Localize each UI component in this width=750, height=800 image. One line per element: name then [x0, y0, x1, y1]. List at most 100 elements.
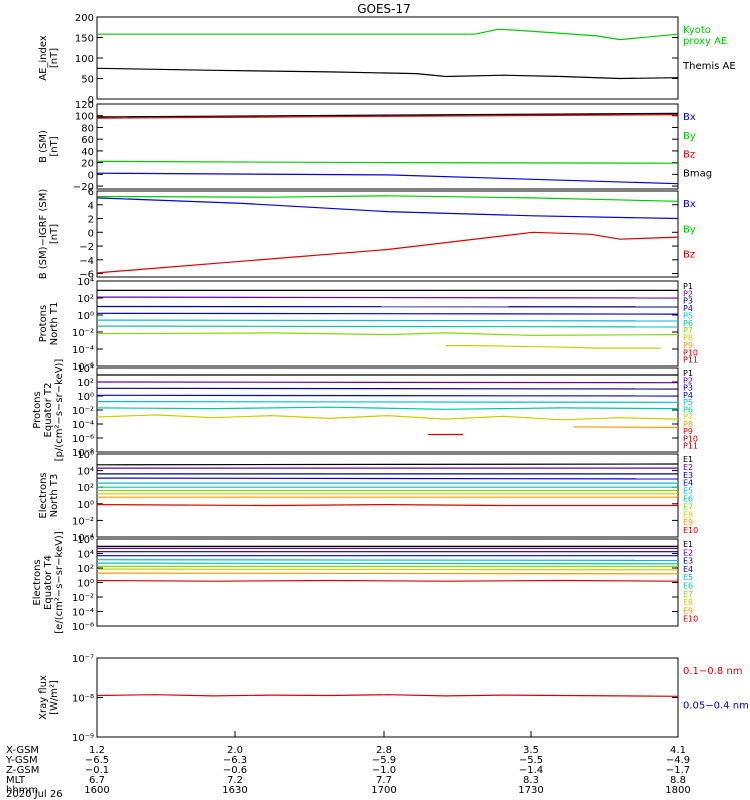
legend-entry-line: E1: [683, 540, 693, 549]
legend-entry: E3: [683, 471, 693, 480]
y-axis-label: ElectronsEquator T4[e/(cm²−s−sr−keV)]: [32, 531, 65, 634]
legend-entry-line: P7: [683, 326, 693, 335]
date-label: 2020 Jul 26: [6, 789, 63, 800]
series-line-bz: [96, 114, 679, 119]
time-axis-row-label: Z-GSM: [6, 765, 39, 776]
y-tick-label: 10²: [77, 564, 94, 575]
time-axis: X-GSM 1.2 2.0 2.8 3.5 4.1 Y-GSM −6.5 −6.3 −5.9 −5.…: [5, 731, 691, 800]
legend-entry: P8: [683, 334, 693, 343]
legend-entry: P6: [683, 319, 693, 328]
legend-entry-line: P10: [683, 434, 698, 443]
time-axis-value: −6.3: [223, 755, 247, 766]
series-line-bmag: [96, 112, 679, 118]
time-axis-row-label: hhmm: [6, 785, 38, 796]
legend-entry: P9: [683, 427, 693, 436]
time-axis-value: 7.2: [227, 775, 243, 786]
y-axis-label-line: [e/(cm²−s−sr−keV)]: [54, 531, 65, 634]
series-line-p6: [96, 406, 679, 410]
time-axis-value: 1600: [84, 785, 109, 796]
y-tick-label: 10⁴: [77, 467, 94, 478]
y-tick-label: 10²: [77, 378, 94, 389]
y-tick-label: 10⁰: [77, 311, 94, 322]
legend-entry-line: P1: [683, 369, 693, 378]
panel-frame: [96, 16, 679, 100]
legend-entry-line: E5: [683, 487, 693, 496]
y-tick-label: 4: [88, 201, 94, 212]
legend-entry-line: P3: [683, 297, 693, 306]
legend-entry-line: 0.05−0.4 nm: [683, 701, 749, 712]
y-tick-label: 20: [81, 159, 94, 170]
y-axis-label: ProtonsEquator T2[p/(cm²−s−sr−keV)]: [32, 359, 65, 462]
time-axis-value: 4.1: [670, 745, 686, 756]
legend-entry-line: 0.1−0.8 nm: [683, 666, 742, 677]
y-tick-label: −20: [73, 182, 94, 193]
series-line-p5: [96, 319, 679, 322]
legend-entry: P4: [683, 304, 693, 313]
time-axis-value: −5.9: [372, 755, 396, 766]
time-axis-value: 1700: [371, 785, 396, 796]
y-axis-label: Xray flux[W/m²]: [38, 675, 60, 720]
series-line-p2: [96, 381, 679, 384]
y-tick-label: 10⁻⁴: [72, 608, 94, 619]
y-axis-label-line: Electrons: [32, 559, 43, 605]
legend-entry: Bmag: [683, 168, 712, 179]
time-axis-row-label: MLT: [6, 775, 26, 786]
legend-entry: By: [683, 224, 696, 235]
y-tick-label: 10⁰: [77, 500, 94, 511]
y-tick-label: 6: [88, 187, 94, 198]
y-axis-label-line: Equator T4: [43, 555, 54, 610]
time-axis-value: −4.9: [666, 755, 690, 766]
legend-entry: E10: [683, 615, 698, 624]
panel-frame: [96, 190, 679, 278]
legend-entry-line: P8: [683, 334, 693, 343]
legend-entry: E7: [683, 590, 693, 599]
legend-entry: E6: [683, 582, 693, 591]
legend-entry-line: Bx: [683, 112, 696, 123]
legend-entry: P11: [683, 442, 698, 451]
legend-entry: E1: [683, 455, 693, 464]
series-line-e9: [96, 572, 679, 575]
series-line-p8: [445, 345, 661, 349]
time-axis-value: −1.7: [666, 765, 690, 776]
series-line-e1: [96, 463, 679, 466]
legend-entry: 0.1−0.8 nm: [683, 666, 742, 677]
y-tick-label: 10⁴: [77, 364, 94, 375]
y-tick-label: 10⁻⁴: [72, 345, 94, 356]
series-line-kyoto-proxy-ae: [97, 28, 679, 41]
time-axis-value: −5.5: [519, 755, 543, 766]
panel-ee: 10⁻⁶ 10⁻⁴ 10⁻² 10⁰ 10² 10⁴ 10⁶ ElectronsEquator…: [32, 531, 698, 634]
y-tick-label: 120: [75, 100, 94, 111]
panel-bdiff: −6 −4 −2 0 2 4 6 B (SM)−IGRF (SM)[nT] Bx By Bz: [38, 187, 696, 281]
series-line-p2: [96, 296, 679, 299]
panel-frame: [96, 103, 679, 190]
legend-entry-line: E2: [683, 463, 693, 472]
legend-entry: E6: [683, 495, 693, 504]
panel-frame: [96, 280, 679, 367]
legend-entry: P7: [683, 413, 693, 422]
legend-entry: P8: [683, 420, 693, 429]
legend-entry-line: Bmag: [683, 168, 712, 179]
y-axis-label: B (SM)[nT]: [38, 130, 60, 163]
legend-entry-line: By: [683, 224, 696, 235]
y-tick-label: 10⁻⁶: [72, 362, 94, 373]
y-tick-label: 10⁻²: [72, 516, 94, 527]
y-tick-label: 0: [88, 228, 94, 239]
legend-entry: E4: [683, 479, 693, 488]
y-tick-label: 200: [75, 13, 94, 24]
series-line-e6: [96, 562, 679, 565]
panel-pn: 10⁻⁶ 10⁻⁴ 10⁻² 10⁰ 10² 10⁴ ProtonsNorth T1 P1P2…: [38, 277, 698, 373]
series-line-p8: [573, 426, 679, 429]
y-tick-label: 10⁻⁶: [72, 434, 94, 445]
legend-entry-line: P11: [683, 356, 698, 365]
panel-pe: 10⁻⁸ 10⁻⁶ 10⁻⁴ 10⁻² 10⁰ 10² 10⁴ ProtonsEquator …: [32, 359, 698, 462]
panel-frame: [96, 453, 679, 538]
legend-entry: Kyoto proxy AE: [683, 25, 727, 47]
legend-entry-line: P6: [683, 319, 693, 328]
time-axis-value: 8.8: [670, 775, 686, 786]
legend-entry-line: P9: [683, 341, 693, 350]
series-line-p7: [96, 414, 679, 421]
y-axis-label-line: [p/(cm²−s−sr−keV)]: [54, 359, 65, 462]
